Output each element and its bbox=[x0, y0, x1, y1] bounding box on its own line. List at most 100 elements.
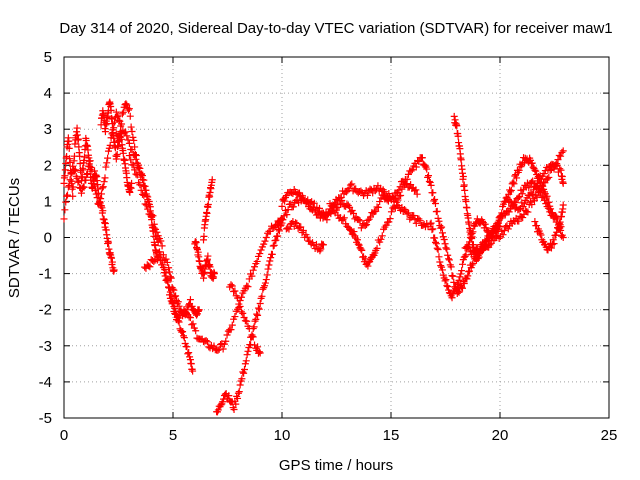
data-point-arc-2 bbox=[119, 108, 127, 116]
data-point-arc-17 bbox=[464, 243, 472, 251]
data-point-arc-9 bbox=[272, 236, 280, 244]
data-point-arc-12 bbox=[289, 203, 297, 211]
data-point-arc-17 bbox=[479, 246, 487, 254]
data-point-arc-4 bbox=[136, 164, 144, 172]
data-point-arc-5 bbox=[145, 210, 153, 218]
data-point-arc-4 bbox=[140, 176, 148, 184]
data-point-arc-4 bbox=[167, 274, 175, 282]
data-point-arc-14 bbox=[469, 260, 477, 268]
data-point-arc-14 bbox=[450, 278, 458, 286]
data-point-arc-6 bbox=[169, 299, 177, 307]
data-point-arc-10 bbox=[245, 325, 253, 333]
data-point-arc-9 bbox=[234, 394, 242, 402]
data-point-arc-16 bbox=[461, 186, 469, 194]
data-point-arc-14 bbox=[386, 215, 394, 223]
data-point-arc-14 bbox=[407, 167, 415, 175]
data-point-arc-16 bbox=[457, 156, 465, 164]
data-point-arc-14 bbox=[339, 215, 347, 223]
data-point-arc-14 bbox=[460, 280, 468, 288]
data-point-arc-5 bbox=[132, 170, 140, 178]
data-point-arc-17 bbox=[478, 246, 486, 254]
data-point-arc-15 bbox=[552, 218, 560, 226]
data-point-arc-15 bbox=[456, 273, 464, 281]
data-point-arc-10 bbox=[240, 314, 248, 322]
data-point-arc-10 bbox=[228, 282, 236, 290]
data-point-arc-12 bbox=[376, 198, 384, 206]
data-point-arc-5 bbox=[166, 284, 174, 292]
data-point-arc-2 bbox=[61, 206, 69, 214]
data-point-arc-5 bbox=[144, 205, 152, 213]
data-point-arc-4 bbox=[158, 242, 166, 250]
data-point-arc-5 bbox=[131, 166, 139, 174]
data-point-arc-17 bbox=[470, 247, 478, 255]
data-point-arc-10 bbox=[249, 333, 257, 341]
data-point-arc-19 bbox=[550, 240, 558, 248]
data-point-arc-2 bbox=[99, 183, 107, 191]
data-point-arc-14 bbox=[468, 261, 476, 269]
data-point-arc-4 bbox=[124, 136, 132, 144]
data-point-arc-9 bbox=[235, 388, 243, 396]
data-point-arc-9 bbox=[270, 241, 278, 249]
data-point-arc-14 bbox=[353, 236, 361, 244]
data-point-arc-5 bbox=[181, 339, 189, 347]
data-point-arc-14 bbox=[373, 244, 381, 252]
data-point-arc-17 bbox=[532, 192, 540, 200]
data-point-arc-9 bbox=[260, 284, 268, 292]
data-point-arc-11 bbox=[345, 184, 353, 192]
data-point-arc-15 bbox=[551, 213, 559, 221]
data-point-arc-15 bbox=[443, 282, 451, 290]
data-point-arc-17 bbox=[541, 179, 549, 187]
data-point-arc-14 bbox=[378, 232, 386, 240]
data-point-arc-6 bbox=[253, 257, 261, 265]
data-point-arc-17 bbox=[557, 152, 565, 160]
data-point-arc-9 bbox=[264, 265, 272, 273]
data-point-arc-18 bbox=[552, 162, 560, 170]
data-point-arc-1 bbox=[73, 124, 81, 132]
data-point-arc-12 bbox=[401, 206, 409, 214]
data-point-arc-2 bbox=[128, 127, 136, 135]
data-point-arc-15 bbox=[543, 203, 551, 211]
data-point-arc-4 bbox=[174, 298, 182, 306]
data-point-arc-2 bbox=[82, 176, 90, 184]
data-point-arc-6 bbox=[168, 300, 176, 308]
data-point-arc-6 bbox=[192, 327, 200, 335]
data-point-arc-9 bbox=[265, 261, 273, 269]
data-point-arc-9 bbox=[269, 242, 277, 250]
data-point-arc-14 bbox=[327, 202, 335, 210]
x-tick-labels: 0 5 10 15 20 25 bbox=[60, 427, 618, 444]
data-point-arc-2 bbox=[127, 123, 135, 131]
data-point-arc-9 bbox=[266, 257, 274, 265]
data-point-arc-14 bbox=[459, 284, 467, 292]
data-point-arc-1 bbox=[76, 160, 84, 168]
data-point-arc-9 bbox=[251, 317, 259, 325]
data-point-arc-6 bbox=[244, 283, 252, 291]
x-tick-label: 5 bbox=[169, 427, 177, 444]
data-point-arc-11 bbox=[366, 185, 374, 193]
data-point-arc-4 bbox=[163, 258, 171, 266]
data-point-arc-1 bbox=[78, 173, 86, 181]
data-point-arc-12 bbox=[323, 211, 331, 219]
data-point-arc-14 bbox=[509, 178, 517, 186]
x-tick-label: 10 bbox=[274, 427, 291, 444]
data-point-arc-6 bbox=[166, 291, 174, 299]
data-point-arc-9 bbox=[230, 405, 238, 413]
y-tick-label: 1 bbox=[44, 193, 52, 210]
data-point-arc-2 bbox=[85, 160, 93, 168]
data-point-arc-14 bbox=[423, 165, 431, 173]
data-point-arc-15 bbox=[458, 267, 466, 275]
data-point-arc-12 bbox=[412, 219, 420, 227]
data-point-arc-5 bbox=[142, 201, 150, 209]
data-point-arc-10 bbox=[237, 308, 245, 316]
data-point-arc-6 bbox=[256, 250, 264, 258]
data-point-arc-1 bbox=[65, 144, 73, 152]
data-point-arc-12 bbox=[403, 210, 411, 218]
data-point-arc-1 bbox=[61, 172, 69, 180]
data-point-arc-11 bbox=[348, 180, 356, 188]
data-point-arc-15 bbox=[438, 266, 446, 274]
data-point-arc-7 bbox=[210, 270, 218, 278]
y-tick-label: 0 bbox=[44, 230, 52, 247]
data-point-arc-8 bbox=[208, 176, 216, 184]
data-point-arc-14 bbox=[394, 196, 402, 204]
data-point-arc-14 bbox=[464, 272, 472, 280]
data-point-arc-6 bbox=[237, 293, 245, 301]
